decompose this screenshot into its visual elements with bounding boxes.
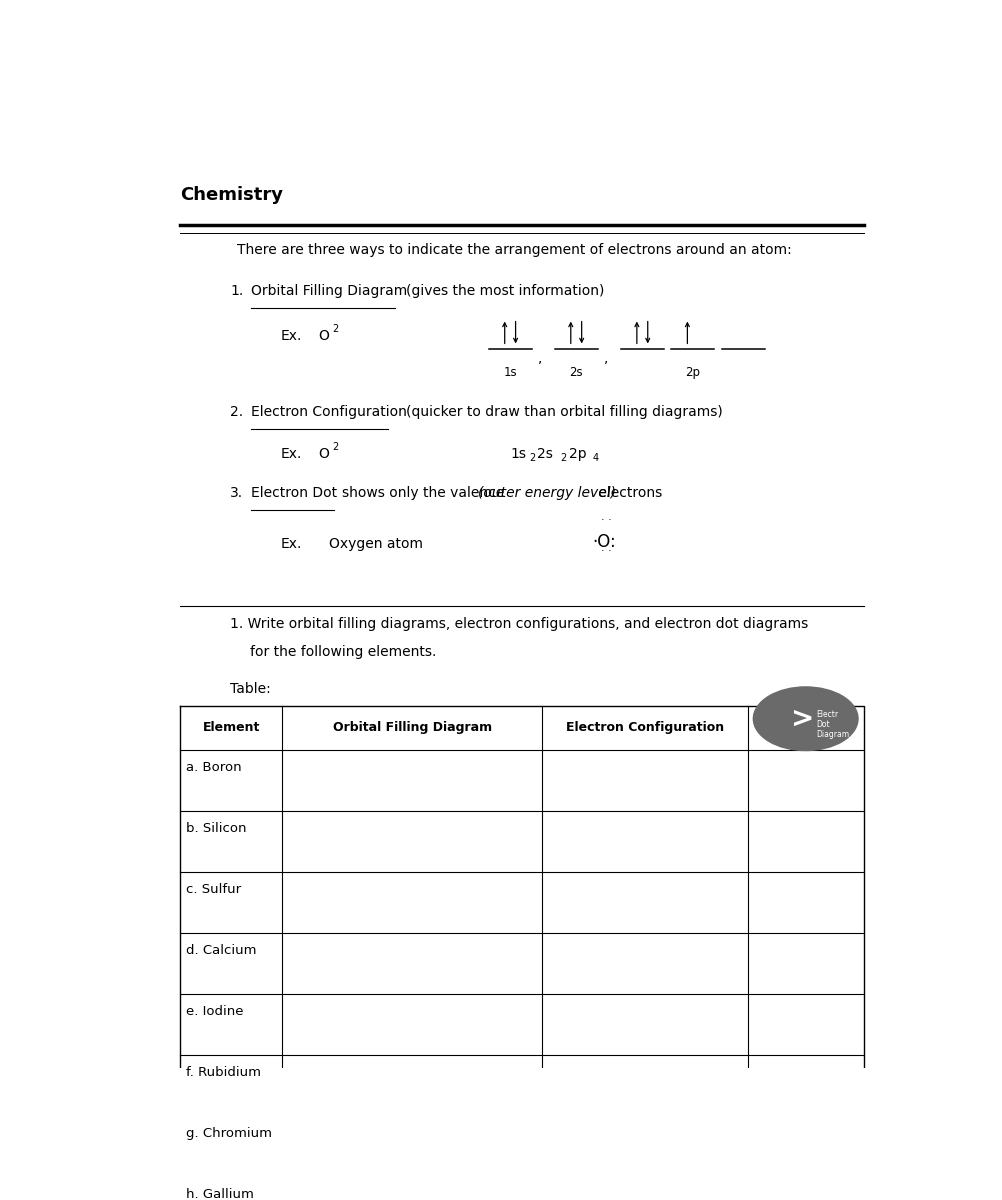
Text: 1. Write orbital filling diagrams, electron configurations, and electron dot dia: 1. Write orbital filling diagrams, elect…: [230, 617, 808, 631]
Text: 2: 2: [560, 452, 566, 463]
Text: b. Silicon: b. Silicon: [185, 822, 246, 835]
Text: 3.: 3.: [230, 486, 243, 500]
Text: · ·: · ·: [600, 546, 611, 556]
Text: a. Boron: a. Boron: [185, 761, 241, 774]
Text: 1s: 1s: [510, 448, 526, 461]
Text: Table:: Table:: [230, 682, 271, 696]
Text: 4: 4: [592, 452, 598, 463]
Text: ·O:: ·O:: [591, 533, 615, 551]
Text: g. Chromium: g. Chromium: [185, 1127, 272, 1140]
Text: Oxygen atom: Oxygen atom: [329, 536, 423, 551]
Text: Electron Configuration: Electron Configuration: [565, 721, 723, 734]
Text: 2: 2: [528, 452, 534, 463]
Text: (quicker to draw than orbital filling diagrams): (quicker to draw than orbital filling di…: [406, 404, 722, 419]
Text: Diagram: Diagram: [815, 730, 848, 739]
Text: There are three ways to indicate the arrangement of electrons around an atom:: There are three ways to indicate the arr…: [236, 242, 791, 257]
Text: Dot: Dot: [815, 720, 829, 728]
Text: ,: ,: [538, 350, 542, 365]
Text: O: O: [318, 329, 329, 343]
Text: Electr: Electr: [815, 709, 837, 719]
Text: c. Sulfur: c. Sulfur: [185, 883, 240, 896]
Text: 2p: 2p: [569, 448, 586, 461]
Text: 1.: 1.: [230, 284, 243, 299]
Text: Orbital Filling Diagram: Orbital Filling Diagram: [250, 284, 407, 299]
Text: Electron Dot: Electron Dot: [250, 486, 337, 500]
Text: ,: ,: [603, 350, 608, 365]
Text: for the following elements.: for the following elements.: [249, 644, 436, 659]
Text: Element: Element: [202, 721, 260, 734]
Text: d. Calcium: d. Calcium: [185, 944, 257, 958]
Text: 2s: 2s: [569, 366, 582, 379]
Ellipse shape: [753, 686, 857, 750]
Text: h. Gallium: h. Gallium: [185, 1188, 254, 1200]
Text: Ex.: Ex.: [281, 329, 302, 343]
Text: · ·: · ·: [600, 516, 611, 526]
Text: (gives the most information): (gives the most information): [406, 284, 604, 299]
Text: Electron Configuration: Electron Configuration: [250, 404, 406, 419]
Text: >: >: [791, 704, 814, 733]
Text: 1s: 1s: [503, 366, 516, 379]
Text: 2.: 2.: [230, 404, 243, 419]
Text: Orbital Filling Diagram: Orbital Filling Diagram: [333, 721, 491, 734]
Text: Ex.: Ex.: [281, 536, 302, 551]
Text: shows only the valence: shows only the valence: [342, 486, 508, 500]
Text: 2p: 2p: [684, 366, 699, 379]
Text: e. Iodine: e. Iodine: [185, 1006, 243, 1018]
Text: O: O: [318, 448, 329, 461]
Text: 2s: 2s: [537, 448, 553, 461]
Text: 2: 2: [332, 443, 338, 452]
Text: 2: 2: [332, 324, 338, 334]
Text: electrons: electrons: [593, 486, 661, 500]
Text: f. Rubidium: f. Rubidium: [185, 1066, 261, 1079]
Text: Chemistry: Chemistry: [179, 186, 283, 204]
Text: Ex.: Ex.: [281, 448, 302, 461]
Text: (outer energy level): (outer energy level): [477, 486, 615, 500]
